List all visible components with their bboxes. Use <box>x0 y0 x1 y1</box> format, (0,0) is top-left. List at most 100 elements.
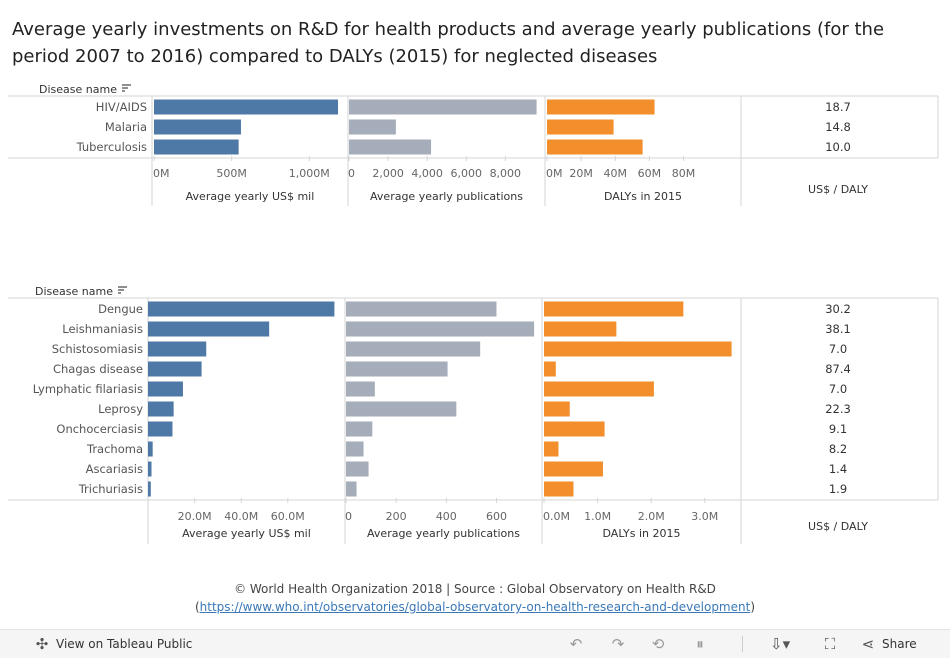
undo-icon[interactable]: ↶ <box>569 635 583 653</box>
bar-investment <box>148 461 152 477</box>
sort-icon[interactable] <box>122 84 131 92</box>
bar-investment <box>148 301 335 317</box>
chart-area: Disease name HIV/AIDS Malaria Tuberculosis 0… <box>8 83 939 544</box>
category-label: Tuberculosis <box>76 140 147 154</box>
tick-label: 500M <box>216 167 247 180</box>
axis-title: Average yearly US$ mil <box>182 527 311 540</box>
category-label: Chagas disease <box>53 362 143 376</box>
bar-dalys <box>544 481 574 497</box>
row-header: Disease name <box>39 83 117 96</box>
axis-title: Average yearly publications <box>367 527 520 540</box>
bar-publications <box>346 481 357 497</box>
category-label: Schistosomiasis <box>52 342 143 356</box>
download-icon[interactable]: ⇩▾ <box>770 635 791 653</box>
bar-publications <box>346 381 375 397</box>
category-label: Leishmaniasis <box>62 322 143 336</box>
ratio-value: 9.1 <box>829 422 847 436</box>
footer-close-paren: ) <box>750 600 756 614</box>
tick-label: 3.0M <box>691 510 718 523</box>
ratio-value: 38.1 <box>825 322 851 336</box>
category-label: Trichuriasis <box>78 482 143 496</box>
bar-investment <box>148 481 151 497</box>
pause-icon[interactable]: ⏸ <box>696 635 704 653</box>
bar-dalys <box>547 139 643 155</box>
tick-label: 2.0M <box>638 510 665 523</box>
bar-publications <box>346 341 481 357</box>
toolbar-divider <box>742 636 743 652</box>
bar-investment <box>148 321 270 337</box>
view-on-tableau-link[interactable]: View on Tableau Public <box>56 637 193 651</box>
category-label: Ascariasis <box>86 462 143 476</box>
bar-dalys <box>547 119 614 135</box>
bar-dalys <box>544 421 605 437</box>
tick-label: 0M <box>153 167 170 180</box>
tick-label: 600 <box>486 510 507 523</box>
tick-label: 0M <box>546 167 563 180</box>
tick-label: 6,000 <box>450 167 482 180</box>
tick-label: 400 <box>436 510 457 523</box>
redo-icon[interactable]: ↷ <box>611 635 625 653</box>
bar-dalys <box>544 301 684 317</box>
bar-investment <box>154 99 339 115</box>
bar-investment <box>148 341 207 357</box>
ratio-value: 10.0 <box>825 140 851 154</box>
tableau-toolbar: ✣ View on Tableau Public ↶ ↷ ⟲ ⏸ ⇩▾ ⛶ ⋖ … <box>0 629 950 658</box>
tick-label: 80M <box>672 167 696 180</box>
ratio-value: 18.7 <box>825 100 851 114</box>
bar-investment <box>148 381 183 397</box>
bar-investment <box>148 361 202 377</box>
tick-label: 40M <box>604 167 628 180</box>
ratio-value: 87.4 <box>825 362 851 376</box>
tick-label: 60M <box>638 167 662 180</box>
category-label: Trachoma <box>86 442 143 456</box>
footer-credit: © World Health Organization 2018 | Sourc… <box>234 582 716 596</box>
bar-dalys <box>544 321 617 337</box>
bar-publications <box>346 361 448 377</box>
tick-label: 20M <box>569 167 593 180</box>
category-label: Onchocerciasis <box>56 422 143 436</box>
tick-label: 2,000 <box>372 167 404 180</box>
bar-investment <box>148 441 153 457</box>
share-button[interactable]: Share <box>882 637 917 651</box>
bar-publications <box>349 139 432 155</box>
row-header: Disease name <box>35 285 113 298</box>
axis-title: DALYs in 2015 <box>603 527 681 540</box>
category-label: Dengue <box>98 302 143 316</box>
ratio-value: 7.0 <box>829 382 847 396</box>
tick-label: 4,000 <box>411 167 443 180</box>
ratio-value: 14.8 <box>825 120 851 134</box>
ratio-value: 8.2 <box>829 442 847 456</box>
share-icon[interactable]: ⋖ <box>861 635 875 653</box>
tick-label: 60.0M <box>271 510 305 523</box>
axis-title: Average yearly US$ mil <box>186 190 315 203</box>
tick-label: 200 <box>386 510 407 523</box>
tick-label: 8,000 <box>490 167 522 180</box>
bar-dalys <box>544 461 603 477</box>
tick-label: 1,000M <box>289 167 330 180</box>
category-label: Leprosy <box>98 402 143 416</box>
bar-dalys <box>544 361 556 377</box>
bar-investment <box>148 401 174 417</box>
tick-label: 20.0M <box>178 510 212 523</box>
revert-icon[interactable]: ⟲ <box>651 635 665 653</box>
sort-icon[interactable] <box>118 286 127 294</box>
tick-label: 40.0M <box>224 510 258 523</box>
ratio-value: 22.3 <box>825 402 851 416</box>
bar-dalys <box>544 381 654 397</box>
bar-publications <box>346 441 364 457</box>
bar-publications <box>346 401 457 417</box>
ratio-value: 30.2 <box>825 302 851 316</box>
bar-dalys <box>544 341 732 357</box>
bar-publications <box>346 301 497 317</box>
ratio-value: 1.4 <box>829 462 847 476</box>
category-label: Malaria <box>105 120 147 134</box>
ratio-value: 1.9 <box>829 482 847 496</box>
bar-publications <box>349 119 396 135</box>
footer-open-paren: ( <box>194 600 200 614</box>
source-link[interactable]: https://www.who.int/observatories/global… <box>199 600 751 614</box>
ratio-header: US$ / DALY <box>808 183 868 196</box>
fullscreen-icon[interactable]: ⛶ <box>824 635 836 653</box>
bar-dalys <box>544 401 570 417</box>
bar-investment <box>154 139 239 155</box>
bar-publications <box>346 321 535 337</box>
